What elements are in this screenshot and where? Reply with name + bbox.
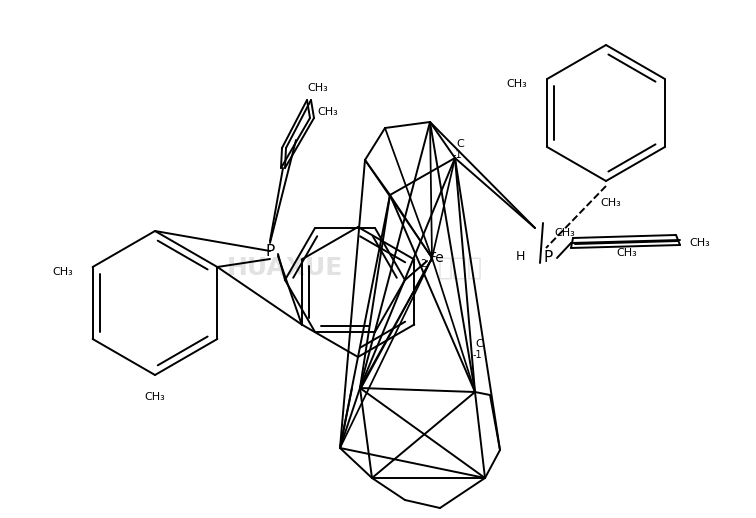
Text: CH₃: CH₃: [600, 198, 621, 208]
Text: C: C: [475, 339, 483, 349]
Text: 2: 2: [420, 259, 426, 269]
Text: CH₃: CH₃: [617, 248, 637, 258]
Text: Fe: Fe: [428, 251, 444, 265]
Text: CH₃: CH₃: [555, 228, 575, 238]
Text: HUAXUE: HUAXUE: [227, 256, 343, 280]
Text: CH₃: CH₃: [507, 79, 528, 89]
Text: -1: -1: [452, 150, 462, 160]
Text: C: C: [456, 139, 464, 149]
Text: CH₃: CH₃: [308, 83, 328, 93]
Text: H: H: [516, 250, 525, 263]
Text: CH₃: CH₃: [144, 392, 166, 402]
Text: CH₃: CH₃: [318, 107, 339, 117]
Text: 化学加: 化学加: [438, 256, 482, 280]
Text: -1: -1: [472, 350, 482, 360]
Text: P: P: [544, 251, 553, 266]
Text: CH₃: CH₃: [689, 238, 711, 248]
Text: P: P: [265, 243, 274, 258]
Text: CH₃: CH₃: [52, 267, 73, 277]
